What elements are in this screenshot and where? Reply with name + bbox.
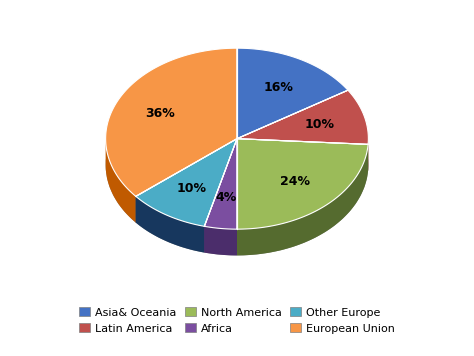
Polygon shape: [136, 138, 237, 222]
Polygon shape: [136, 138, 237, 226]
Polygon shape: [237, 144, 368, 256]
Polygon shape: [106, 48, 237, 197]
Polygon shape: [237, 48, 348, 138]
Polygon shape: [204, 226, 237, 256]
Polygon shape: [204, 138, 237, 253]
Polygon shape: [204, 138, 237, 229]
Ellipse shape: [106, 74, 368, 256]
Polygon shape: [237, 138, 368, 229]
Polygon shape: [237, 90, 368, 144]
Text: 10%: 10%: [176, 182, 206, 195]
Text: 24%: 24%: [281, 175, 310, 188]
Text: 10%: 10%: [305, 117, 335, 131]
Text: 36%: 36%: [145, 107, 174, 120]
Polygon shape: [237, 138, 368, 171]
Text: 4%: 4%: [216, 190, 237, 204]
Legend: Asia& Oceania, Latin America, North America, Africa, Other Europe, European Unio: Asia& Oceania, Latin America, North Amer…: [79, 307, 395, 334]
Text: 16%: 16%: [263, 80, 293, 94]
Polygon shape: [237, 138, 368, 171]
Polygon shape: [136, 138, 237, 222]
Polygon shape: [136, 197, 204, 253]
Polygon shape: [204, 138, 237, 253]
Polygon shape: [106, 139, 136, 222]
